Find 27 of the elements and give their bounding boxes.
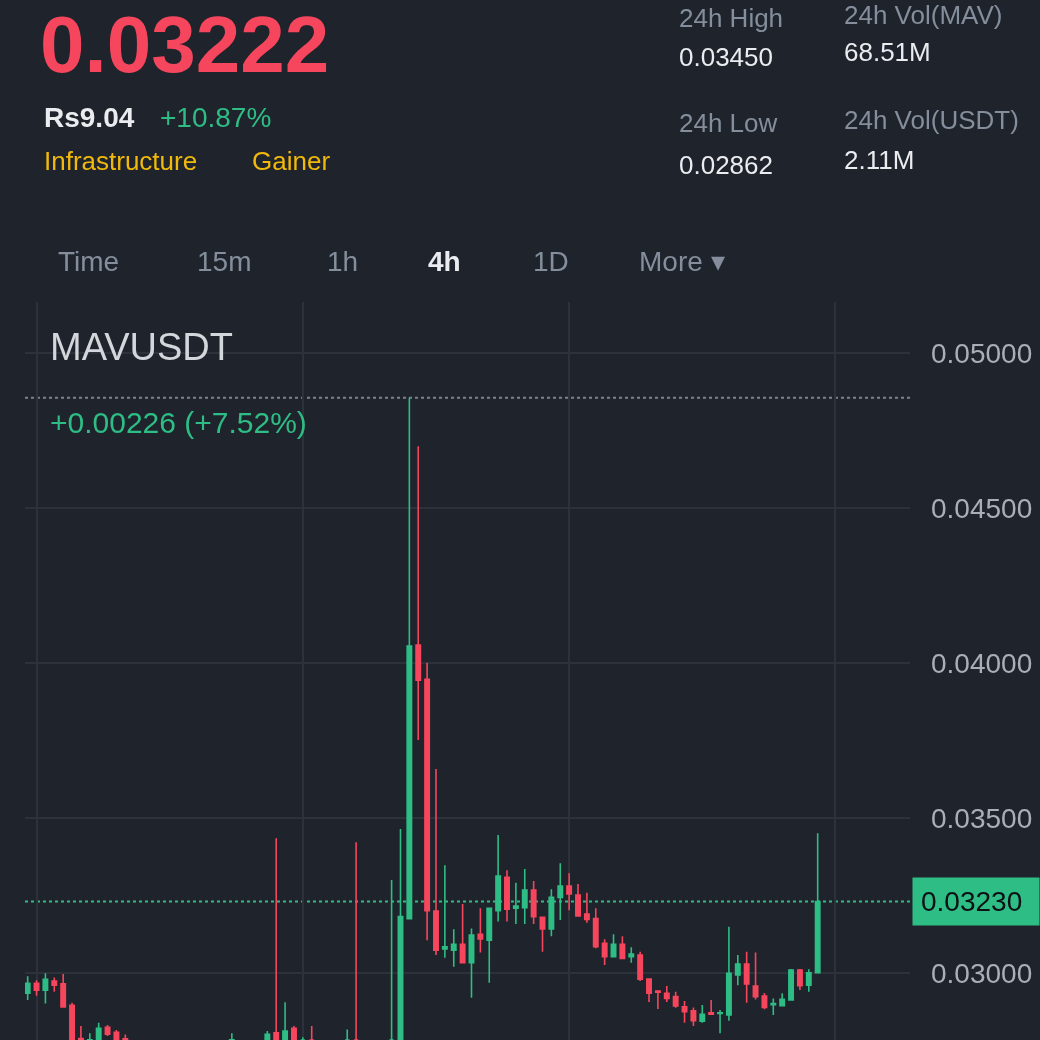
text: 68.51M [844,37,931,67]
text: +10.87% [160,102,272,133]
text: 2.11M [844,145,915,175]
y-tick-label: 0.03000 [931,957,1033,989]
text: Rs9.04 [44,102,135,133]
text: MAVUSDT [50,326,233,369]
text: 0.02862 [679,150,773,180]
text: More ▾ [639,246,725,277]
text: 0.03222 [40,0,330,89]
text: 24h Vol(MAV) [844,0,1003,30]
text: 24h Low [679,108,778,138]
ref-line-label: 0.03230 [921,886,1023,917]
text: 24h Vol(USDT) [844,105,1019,135]
y-tick-label: 0.03500 [931,802,1033,834]
text: Gainer [252,146,331,176]
text: 0.03450 [679,42,773,72]
text: Infrastructure [44,146,198,176]
text: Time [58,246,120,277]
text: +0.00226 (+7.52%) [50,406,307,439]
text: 1h [327,246,359,277]
text: 24h High [679,3,784,33]
y-tick-label: 0.04000 [931,647,1033,679]
text: 15m [197,246,252,277]
y-tick-label: 0.04500 [931,492,1033,524]
y-tick-label: 0.05000 [931,337,1033,369]
text: 4h [428,246,461,277]
text: 1D [533,246,569,277]
